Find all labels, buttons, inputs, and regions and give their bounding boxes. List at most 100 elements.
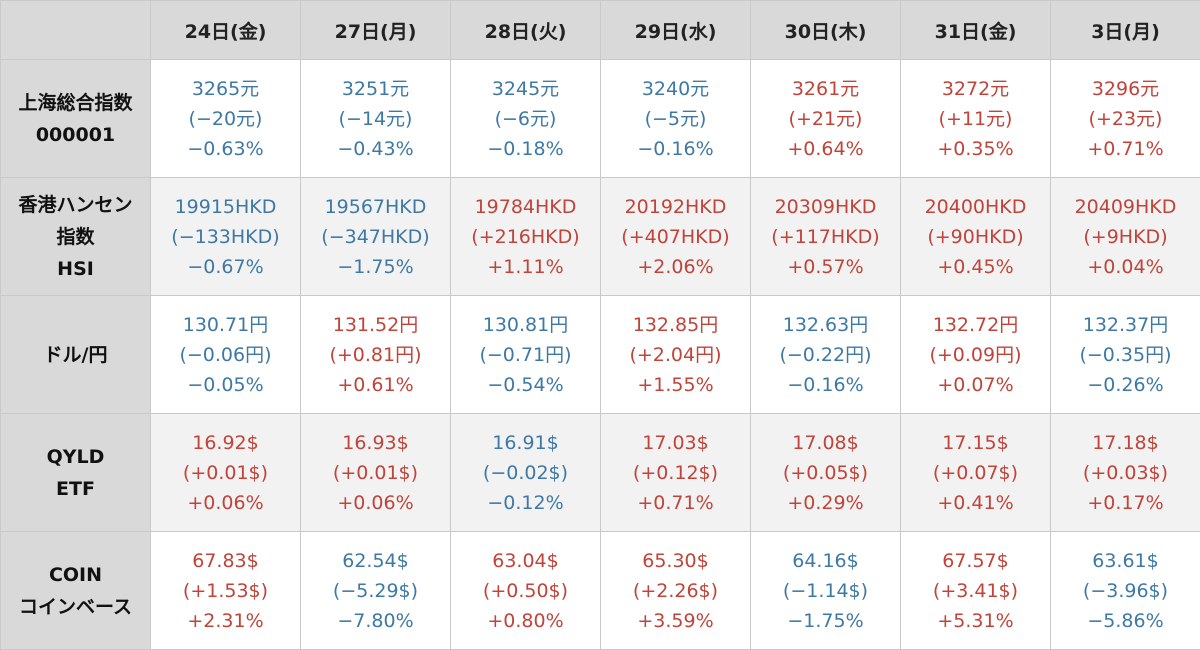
percent-change: −0.16%: [601, 134, 750, 164]
quote-cell: 17.15$(+0.07$)+0.41%: [901, 414, 1051, 532]
quote-cell: 3296元(+23元)+0.71%: [1051, 60, 1200, 178]
percent-change: +0.06%: [151, 488, 300, 518]
row-label-line: HSI: [1, 253, 150, 285]
change-value: (−3.96$): [1051, 576, 1200, 606]
percent-change: +1.11%: [451, 252, 600, 282]
percent-change: −0.26%: [1051, 370, 1200, 400]
change-value: (−0.35円): [1051, 340, 1200, 370]
percent-change: +0.57%: [751, 252, 900, 282]
price-value: 20192HKD: [601, 192, 750, 222]
price-value: 19567HKD: [301, 192, 450, 222]
date-header: 30日(木): [751, 1, 901, 60]
change-value: (+0.07$): [901, 458, 1050, 488]
percent-change: +3.59%: [601, 606, 750, 636]
quote-cell: 67.83$(+1.53$)+2.31%: [151, 532, 301, 650]
change-value: (+23元): [1051, 104, 1200, 134]
price-value: 20409HKD: [1051, 192, 1200, 222]
percent-change: −1.75%: [301, 252, 450, 282]
percent-change: +0.64%: [751, 134, 900, 164]
quote-cell: 3265元(−20元)−0.63%: [151, 60, 301, 178]
change-value: (−347HKD): [301, 222, 450, 252]
quote-cell: 17.18$(+0.03$)+0.17%: [1051, 414, 1200, 532]
quote-cell: 3240元(−5元)−0.16%: [601, 60, 751, 178]
percent-change: −5.86%: [1051, 606, 1200, 636]
price-value: 130.81円: [451, 310, 600, 340]
quote-cell: 63.04$(+0.50$)+0.80%: [451, 532, 601, 650]
quote-cell: 20309HKD(+117HKD)+0.57%: [751, 178, 901, 296]
price-value: 67.57$: [901, 546, 1050, 576]
corner-cell: [1, 1, 151, 60]
price-value: 3245元: [451, 74, 600, 104]
change-value: (+0.50$): [451, 576, 600, 606]
change-value: (+0.05$): [751, 458, 900, 488]
change-value: (+3.41$): [901, 576, 1050, 606]
percent-change: +2.06%: [601, 252, 750, 282]
quote-cell: 130.71円(−0.06円)−0.05%: [151, 296, 301, 414]
quote-cell: 16.92$(+0.01$)+0.06%: [151, 414, 301, 532]
change-value: (−6元): [451, 104, 600, 134]
percent-change: +0.71%: [1051, 134, 1200, 164]
price-value: 20400HKD: [901, 192, 1050, 222]
quote-cell: 132.63円(−0.22円)−0.16%: [751, 296, 901, 414]
percent-change: −0.16%: [751, 370, 900, 400]
price-value: 17.03$: [601, 428, 750, 458]
change-value: (+90HKD): [901, 222, 1050, 252]
change-value: (+0.01$): [301, 458, 450, 488]
change-value: (+0.01$): [151, 458, 300, 488]
price-value: 19915HKD: [151, 192, 300, 222]
price-value: 64.16$: [751, 546, 900, 576]
quote-cell: 64.16$(−1.14$)−1.75%: [751, 532, 901, 650]
percent-change: −1.75%: [751, 606, 900, 636]
percent-change: +0.41%: [901, 488, 1050, 518]
percent-change: +0.71%: [601, 488, 750, 518]
header-row: 24日(金) 27日(月) 28日(火) 29日(水) 30日(木) 31日(金…: [1, 1, 1200, 60]
change-value: (−0.02$): [451, 458, 600, 488]
quote-cell: 131.52円(+0.81円)+0.61%: [301, 296, 451, 414]
quote-cell: 130.81円(−0.71円)−0.54%: [451, 296, 601, 414]
change-value: (+0.81円): [301, 340, 450, 370]
quote-cell: 3251元(−14元)−0.43%: [301, 60, 451, 178]
price-value: 16.92$: [151, 428, 300, 458]
price-value: 16.91$: [451, 428, 600, 458]
date-header: 28日(火): [451, 1, 601, 60]
quote-cell: 3245元(−6元)−0.18%: [451, 60, 601, 178]
quote-cell: 16.93$(+0.01$)+0.06%: [301, 414, 451, 532]
change-value: (−14元): [301, 104, 450, 134]
price-value: 16.93$: [301, 428, 450, 458]
date-header: 29日(水): [601, 1, 751, 60]
row-label-line: 香港ハンセン: [1, 189, 150, 221]
change-value: (+9HKD): [1051, 222, 1200, 252]
percent-change: +1.55%: [601, 370, 750, 400]
change-value: (+117HKD): [751, 222, 900, 252]
quote-cell: 20400HKD(+90HKD)+0.45%: [901, 178, 1051, 296]
row-label-line: ドル/円: [1, 339, 150, 371]
price-value: 3261元: [751, 74, 900, 104]
percent-change: −7.80%: [301, 606, 450, 636]
quote-cell: 3261元(+21元)+0.64%: [751, 60, 901, 178]
price-value: 132.37円: [1051, 310, 1200, 340]
price-value: 19784HKD: [451, 192, 600, 222]
percent-change: −0.12%: [451, 488, 600, 518]
date-header: 3日(月): [1051, 1, 1200, 60]
percent-change: −0.05%: [151, 370, 300, 400]
percent-change: +0.29%: [751, 488, 900, 518]
percent-change: +0.17%: [1051, 488, 1200, 518]
quote-cell: 19915HKD(−133HKD)−0.67%: [151, 178, 301, 296]
change-value: (+11元): [901, 104, 1050, 134]
change-value: (+0.03$): [1051, 458, 1200, 488]
percent-change: −0.54%: [451, 370, 600, 400]
change-value: (+21元): [751, 104, 900, 134]
percent-change: +5.31%: [901, 606, 1050, 636]
row-label-line: QYLD: [1, 441, 150, 473]
change-value: (−0.22円): [751, 340, 900, 370]
row-label-line: 000001: [1, 119, 150, 151]
change-value: (+407HKD): [601, 222, 750, 252]
price-value: 62.54$: [301, 546, 450, 576]
